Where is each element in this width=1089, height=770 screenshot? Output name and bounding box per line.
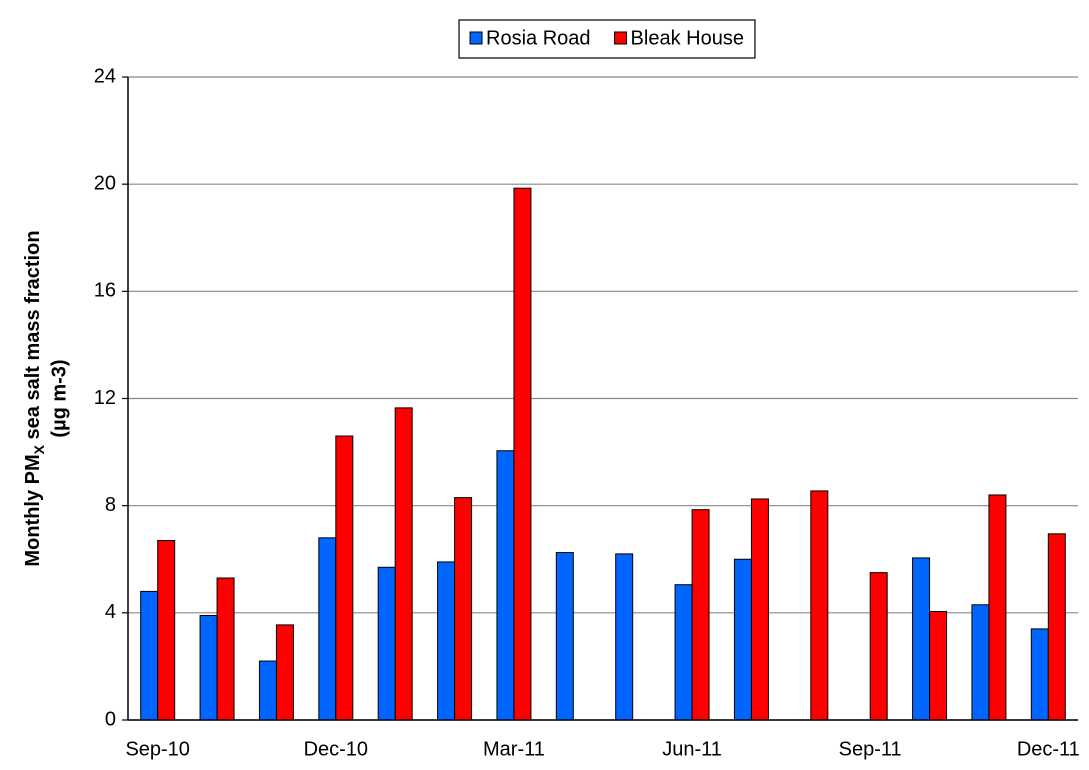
bar	[555, 552, 574, 721]
bar	[335, 435, 354, 721]
bar	[454, 497, 473, 721]
bar	[691, 509, 710, 721]
bar	[199, 615, 218, 721]
bar	[1047, 533, 1066, 721]
legend-swatch	[614, 31, 628, 45]
bar	[496, 450, 515, 721]
bar	[318, 537, 337, 721]
bar	[513, 187, 532, 721]
y-axis-label-line: (µg m-3)	[48, 359, 70, 437]
x-tick-label: Sep-11	[839, 738, 902, 760]
legend-swatch	[469, 31, 483, 45]
bar	[377, 566, 396, 721]
bar	[140, 590, 159, 721]
bar	[437, 561, 456, 721]
bar	[216, 577, 235, 721]
y-axis-label-line: Monthly PMX sea salt mass fraction	[22, 230, 46, 566]
y-tick-label: 4	[105, 601, 116, 623]
x-tick-label: Sep-10	[125, 738, 190, 760]
x-tick-label: Jun-11	[662, 738, 722, 760]
bar	[912, 557, 931, 721]
y-axis-label: Monthly PMX sea salt mass fraction (µg m-…	[22, 230, 70, 566]
bar	[258, 660, 277, 721]
legend-box	[458, 19, 756, 59]
bar	[869, 572, 888, 721]
y-label-part: Monthly PM	[22, 454, 44, 566]
y-tick-label: 12	[94, 387, 116, 409]
legend: Rosia Road Bleak House	[458, 19, 756, 59]
bar	[394, 407, 413, 721]
bar	[157, 539, 176, 721]
y-tick-label: 24	[94, 65, 116, 87]
legend-label: Rosia Road	[486, 27, 591, 49]
y-label-subscript: X	[31, 444, 47, 454]
bar	[733, 558, 752, 721]
y-tick-label: 16	[94, 280, 116, 302]
y-label-part: sea salt mass fraction	[22, 230, 44, 445]
bar	[971, 604, 990, 721]
bar	[750, 498, 769, 721]
bar	[615, 553, 634, 721]
x-tick-label: Dec-10	[304, 738, 368, 760]
bar	[275, 624, 294, 721]
bar	[1030, 628, 1049, 721]
bar	[674, 584, 693, 721]
bar	[988, 494, 1007, 721]
legend-label: Bleak House	[631, 27, 744, 49]
x-tick-label: Dec-11	[1017, 738, 1080, 760]
bar	[929, 610, 948, 721]
y-tick-label: 0	[105, 708, 116, 730]
y-tick-label: 8	[105, 494, 116, 516]
x-tick-label: Mar-11	[483, 738, 545, 760]
bar	[810, 490, 829, 721]
y-tick-label: 20	[94, 172, 116, 194]
